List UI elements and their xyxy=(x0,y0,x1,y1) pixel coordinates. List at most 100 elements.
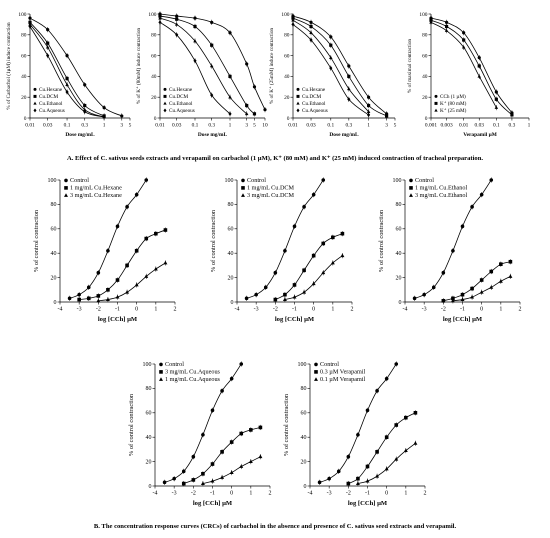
legend-marker xyxy=(296,94,300,98)
data-point xyxy=(444,28,449,32)
data-point xyxy=(494,105,499,109)
legend-label: K⁺ (25 mM) xyxy=(440,107,467,114)
data-point xyxy=(45,45,50,49)
series xyxy=(291,15,389,119)
legend-label: 1 mg/mL Cu.Ethanol xyxy=(415,185,467,192)
data-point xyxy=(309,24,313,29)
data-point xyxy=(46,28,50,32)
data-point xyxy=(210,43,214,47)
legend-marker xyxy=(409,186,413,190)
legend-marker xyxy=(159,370,163,374)
x-tick-label: 1 xyxy=(499,307,502,313)
data-point xyxy=(477,56,481,60)
x-tick-label: 3 xyxy=(120,123,123,129)
data-point xyxy=(292,283,297,287)
x-tick-label: 0.1 xyxy=(64,123,71,129)
y-tick-label: 0 xyxy=(287,116,290,122)
data-point xyxy=(125,205,129,209)
data-point xyxy=(413,441,418,445)
data-point xyxy=(365,408,370,413)
x-axis-title: log [CCh] µM xyxy=(443,316,483,323)
y-tick-label: 20 xyxy=(146,459,152,465)
data-point xyxy=(309,20,313,24)
legend-marker xyxy=(296,108,300,113)
x-tick-label: 10 xyxy=(262,123,268,129)
x-tick-label: -2 xyxy=(191,491,196,497)
x-tick-label: 0.1 xyxy=(327,123,334,129)
x-tick-label: 0.03 xyxy=(172,123,182,129)
data-point xyxy=(302,205,306,209)
data-point xyxy=(479,278,484,282)
x-axis-title: log [CCh] µM xyxy=(98,316,138,323)
x-tick-label: -2 xyxy=(346,491,351,497)
data-point xyxy=(193,16,197,20)
data-point xyxy=(479,290,484,294)
data-point xyxy=(210,20,214,24)
data-point xyxy=(327,476,331,481)
data-point xyxy=(245,62,249,66)
data-point xyxy=(144,178,149,182)
y-tick-label: 20 xyxy=(396,275,402,281)
data-point xyxy=(404,415,408,420)
y-tick-label: 40 xyxy=(151,74,157,80)
legend-label: Control xyxy=(70,177,89,184)
data-point xyxy=(163,260,168,265)
x-tick-label: -4 xyxy=(153,491,158,497)
data-point xyxy=(210,93,214,98)
x-tick-label: -1 xyxy=(460,307,465,313)
data-point xyxy=(355,481,360,485)
y-tick-label: 20 xyxy=(284,95,290,101)
x-tick-label: 0.3 xyxy=(81,123,88,129)
y-tick-label: 20 xyxy=(301,459,307,465)
series-line xyxy=(357,442,416,484)
data-point xyxy=(321,241,326,246)
y-tick-label: 60 xyxy=(146,411,152,417)
y-tick-label: 0 xyxy=(425,116,428,122)
chart-3: 0 20 40 60 80 100 0.01 0.03 0.1 0.3 1 3 5 Dose mg/mL%… xyxy=(268,12,397,138)
data-point xyxy=(209,64,214,68)
data-point xyxy=(210,408,215,413)
data-point xyxy=(346,481,351,486)
data-point xyxy=(311,192,316,197)
x-tick-label: 0.3 xyxy=(345,123,352,129)
x-tick-label: 0.001 xyxy=(425,123,437,129)
data-point xyxy=(244,296,249,301)
x-tick-label: 2 xyxy=(519,307,522,313)
x-tick-label: -3 xyxy=(254,307,259,313)
data-point xyxy=(510,113,514,117)
data-point xyxy=(193,24,197,29)
x-tick-label: 1 xyxy=(367,123,370,129)
legend-label: 0.3 µM Verapamil xyxy=(320,369,365,376)
data-point xyxy=(158,16,162,20)
legend-label: 1 mg/mL Cu.Aqueous xyxy=(165,376,221,383)
data-point xyxy=(175,14,179,18)
series xyxy=(28,15,124,119)
x-tick-label: 1 xyxy=(154,307,157,313)
series-line xyxy=(29,17,122,117)
series xyxy=(291,17,371,115)
data-point xyxy=(494,97,498,101)
series xyxy=(158,15,249,117)
x-axis-title: log [CCh] µM xyxy=(193,500,233,507)
x-tick-label: 0.01 xyxy=(25,123,35,129)
data-point xyxy=(365,464,370,469)
x-tick-label: -3 xyxy=(77,307,82,313)
series xyxy=(162,361,244,485)
legend-marker xyxy=(241,193,245,197)
data-point xyxy=(460,292,465,297)
y-tick-label: 40 xyxy=(301,435,307,441)
data-point xyxy=(329,35,333,39)
data-point xyxy=(422,292,426,297)
data-point xyxy=(174,22,179,26)
legend-marker xyxy=(434,94,438,98)
data-point xyxy=(429,20,433,24)
x-tick-label: 0.1 xyxy=(192,123,199,129)
legend-marker xyxy=(434,108,438,112)
y-tick-label: 60 xyxy=(151,53,157,59)
data-point xyxy=(479,192,484,197)
x-tick-label: 0.01 xyxy=(155,123,165,129)
legend-label: Cu.Aqueous xyxy=(39,108,65,114)
